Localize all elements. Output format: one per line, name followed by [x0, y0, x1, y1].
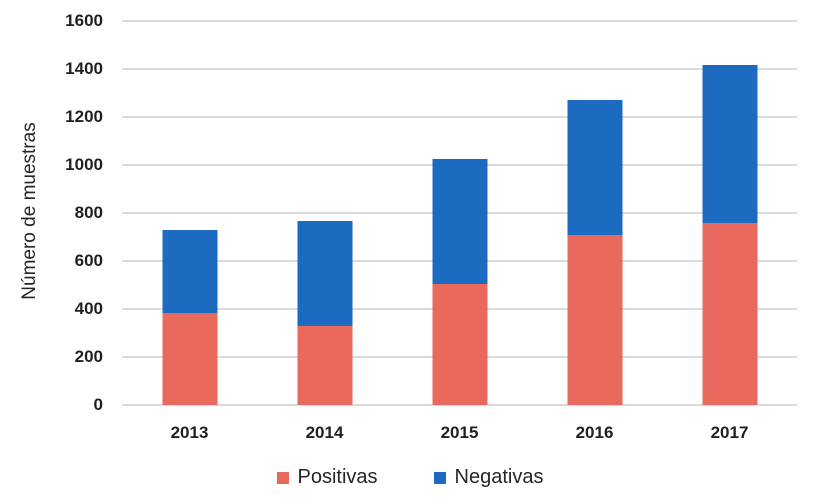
bar-segment-positivas-2017 [702, 222, 757, 405]
legend-swatch-negativas [433, 471, 446, 484]
x-tick-label-2013: 2013 [170, 423, 209, 442]
bar-segment-negativas-2013 [162, 229, 217, 313]
bar-segment-positivas-2016 [567, 234, 622, 405]
legend-swatch-positivas [276, 471, 289, 484]
x-tick-label-2016: 2016 [575, 423, 614, 442]
bar-2017 [702, 21, 757, 405]
bar-slot-2014 [257, 21, 392, 405]
legend: Positivas Negativas [0, 466, 820, 489]
gridline-0 [122, 404, 797, 406]
bar-segment-negativas-2014 [297, 221, 352, 326]
legend-label-positivas: Positivas [297, 466, 378, 488]
bar-2014 [297, 21, 352, 405]
y-tick-label-1400: 1400 [65, 59, 103, 78]
bars-container [122, 21, 797, 405]
x-axis-tick-labels: 2013 2014 2015 2016 2017 [122, 423, 797, 443]
x-tick-label-2014: 2014 [305, 423, 344, 442]
y-tick-label-0: 0 [93, 395, 103, 414]
bar-segment-positivas-2013 [162, 312, 217, 405]
bar-2015 [432, 21, 487, 405]
x-tick-label-2017: 2017 [710, 423, 749, 442]
bar-2016 [567, 21, 622, 405]
y-tick-label-1200: 1200 [65, 107, 103, 126]
y-tick-label-1000: 1000 [65, 155, 103, 174]
y-tick-label-800: 800 [74, 203, 103, 222]
bar-slot-2015 [392, 21, 527, 405]
gridline-1400 [122, 68, 797, 70]
plot-area [122, 20, 797, 406]
legend-item-positivas: Positivas [276, 466, 378, 489]
bar-segment-negativas-2015 [432, 159, 487, 284]
legend-label-negativas: Negativas [454, 466, 544, 488]
bar-segment-positivas-2015 [432, 283, 487, 405]
y-tick-label-1600: 1600 [65, 11, 103, 30]
gridline-1600 [122, 20, 797, 22]
y-tick-label-200: 200 [74, 347, 103, 366]
bar-segment-negativas-2016 [567, 100, 622, 235]
bar-slot-2017 [662, 21, 797, 405]
bar-2013 [162, 21, 217, 405]
bar-segment-negativas-2017 [702, 65, 757, 223]
bar-segment-positivas-2014 [297, 325, 352, 405]
x-tick-label-2015: 2015 [440, 423, 479, 442]
bar-slot-2016 [527, 21, 662, 405]
gridline-1200 [122, 116, 797, 118]
bar-slot-2013 [122, 21, 257, 405]
y-tick-label-400: 400 [74, 299, 103, 318]
legend-item-negativas: Negativas [433, 466, 544, 489]
y-axis-tick-labels: 0 200 400 600 800 1000 1200 1400 1600 [0, 11, 103, 414]
y-tick-label-600: 600 [74, 251, 103, 270]
